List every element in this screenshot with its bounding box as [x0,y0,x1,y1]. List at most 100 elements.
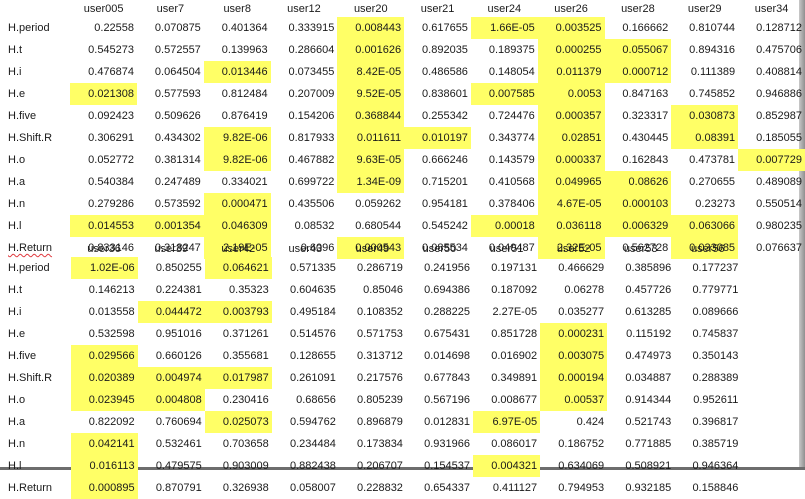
value-cell: 0.532461 [155,438,202,450]
row-label: H.l [0,455,71,477]
highlighted-value-cell: 0.008443 [337,17,405,39]
table-row: H.a 0.822092 0.760694 0.025073 0.594762 0.896… [0,411,805,433]
value-cell: 0.06278 [564,284,605,296]
value-cell: 0.694386 [424,284,471,296]
value-cell: 0.951016 [155,328,202,340]
highlighted-value-cell: 0.001354 [137,215,204,237]
value-cell: 0.052772 [88,154,135,166]
value-cell: 0.779771 [692,284,739,296]
row-label-text: H.t [8,284,23,296]
value-cell: 0.064504 [154,66,201,78]
table-row: H.e 0.021308 0.577593 0.812484 0.207009 9.52E… [0,83,805,105]
value-cell: 0.896879 [357,416,403,428]
table-row: H.e 0.532598 0.951016 0.371261 0.514576 0.571… [0,323,805,345]
value-cell: 0.355681 [222,350,269,362]
highlighted-value-cell: 0.004974 [137,367,205,389]
highlighted-value-cell: 9.82E-06 [203,127,271,149]
value-cell: 0.424 [576,416,605,428]
value-cell: 0.085534 [422,242,468,254]
value-cell: 0.261091 [289,372,336,384]
row-label-text: H.o [8,394,26,406]
value-cell: 0.946886 [756,88,802,100]
highlighted-value-cell: 0.036118 [537,215,605,237]
value-cell: 0.894316 [689,44,736,56]
value-cell: 0.666246 [422,154,468,166]
column-header: user56 [690,243,725,255]
value-cell: 0.146213 [88,284,135,296]
value-cell: 0.334021 [221,176,268,188]
highlighted-value-cell: 0.055067 [604,39,672,61]
value-cell: 0.654337 [424,482,471,494]
row-label-text: H.Return [8,482,53,494]
value-cell: 0.833146 [88,242,135,254]
highlighted-value-cell: 0.014553 [70,215,138,237]
value-cell: 0.014698 [424,350,471,362]
column-header: user21 [420,3,455,15]
value-cell: 0.572557 [154,44,201,56]
column-header: user50 [422,243,457,255]
value-cell: 0.545273 [88,44,135,56]
table-row: H.n 0.279286 0.573592 0.000471 0.435506 0.059… [0,193,805,215]
value-cell: 0.185055 [756,132,802,144]
value-cell: 0.567196 [424,394,471,406]
header-row: user005 user7 user8 user12 user20 user21 user2… [0,1,805,17]
column-header: user34 [754,3,789,15]
row-label: H.t [0,279,71,301]
row-label-text: H.l [8,460,22,472]
value-cell: 0.040487 [488,242,535,254]
value-cell: 0.660126 [155,350,202,362]
column-header: user20 [353,3,388,15]
highlighted-value-cell: 9.52E-05 [337,83,405,105]
column-header: user53 [623,243,658,255]
value-cell: 0.089666 [692,306,739,318]
row-label: H.i [0,301,71,323]
value-cell: 0.166662 [622,22,669,34]
value-cell: 0.931966 [424,438,471,450]
corner-cell [0,241,71,257]
highlighted-value-cell: 0.001626 [337,39,405,61]
highlighted-value-cell: 0.000471 [203,193,271,215]
highlighted-value-cell: 0.08626 [604,171,672,193]
row-label-text: H.period [8,262,50,274]
value-cell: 0.562728 [622,242,669,254]
value-cell: 0.613285 [625,306,672,318]
value-cell: 0.108352 [357,306,403,318]
table-row: H.a 0.540384 0.247489 0.334021 0.699722 1.34E… [0,171,805,193]
table-row: H.Return 0.000895 0.870791 0.326938 0.058007… [0,477,805,499]
value-cell: 0.805239 [357,394,403,406]
row-label-text: H.e [8,328,26,340]
value-cell: 0.514576 [289,328,336,340]
highlighted-value-cell: 0.000194 [540,367,608,389]
value-cell: 0.217576 [357,372,403,384]
highlighted-value-cell: 0.049965 [537,171,605,193]
value-cell: 0.892035 [422,44,468,56]
value-cell: 0.677843 [424,372,471,384]
highlighted-value-cell: 2.19E-05 [203,237,271,259]
row-label: H.Shift.R [0,127,70,149]
value-cell: 0.715201 [422,176,468,188]
value-cell: 0.870791 [155,482,202,494]
value-cell: 0.350143 [692,350,739,362]
highlighted-value-cell: 4.67E-05 [537,193,605,215]
value-cell: 0.279286 [88,198,135,210]
row-label: H.Return [0,237,70,259]
value-cell: 0.550514 [756,198,802,210]
row-label: H.l [0,215,70,237]
value-cell: 0.034887 [625,372,672,384]
table-row: H.n 0.042141 0.532461 0.703658 0.234484 0.173… [0,433,805,455]
row-label: H.n [0,433,71,455]
value-cell: 0.35323 [229,284,269,296]
value-cell: 0.724476 [488,110,535,122]
row-label-text: H.Shift.R [8,132,53,144]
row-label-text: H.t [8,44,23,56]
value-cell: 0.396817 [692,416,739,428]
highlighted-value-cell: 0.020389 [70,367,138,389]
value-cell: 0.115192 [626,328,672,340]
value-cell: 0.187092 [491,284,538,296]
value-cell: 0.980235 [756,220,802,232]
value-cell: 0.68656 [296,394,336,406]
row-label-text: H.a [8,416,26,428]
highlighted-value-cell: 0.021308 [70,83,138,105]
value-cell: 0.847163 [622,88,669,100]
value-cell: 0.474973 [625,350,672,362]
